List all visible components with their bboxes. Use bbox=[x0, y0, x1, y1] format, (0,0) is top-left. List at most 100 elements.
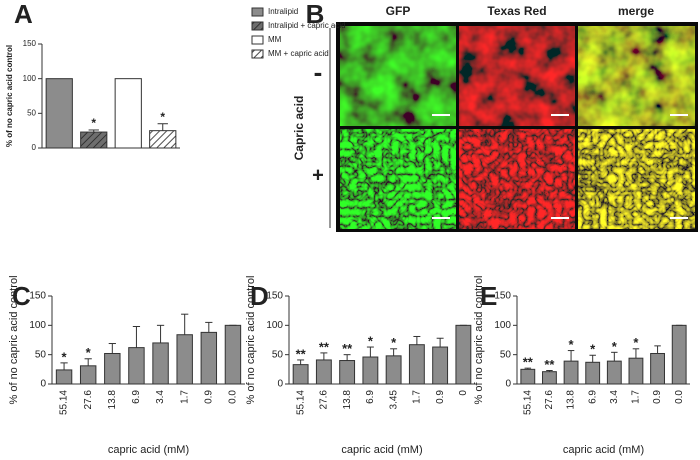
x-tick-label: 1.7 bbox=[412, 390, 423, 404]
y-axis-label: % of no capric acid control bbox=[5, 45, 14, 147]
significance: * bbox=[633, 335, 639, 350]
x-tick-label: 0.9 bbox=[652, 390, 663, 404]
micrograph bbox=[340, 129, 456, 229]
bar bbox=[408, 344, 425, 385]
x-tick-label: 0.0 bbox=[674, 390, 685, 404]
bar bbox=[224, 324, 242, 385]
y-tick-label: 50 bbox=[35, 349, 47, 360]
x-tick-label: 0 bbox=[458, 390, 469, 396]
micrograph bbox=[459, 129, 575, 229]
legend-swatch bbox=[251, 49, 264, 59]
significance: * bbox=[91, 116, 96, 130]
significance: * bbox=[86, 345, 92, 360]
bar bbox=[114, 78, 142, 149]
y-axis-label: % of no capric acid control bbox=[473, 275, 485, 404]
y-tick-label: 50 bbox=[27, 108, 36, 117]
significance: ** bbox=[319, 339, 330, 354]
y-tick-label: 100 bbox=[266, 320, 283, 331]
x-tick-label: 6.9 bbox=[131, 390, 142, 404]
bar bbox=[128, 347, 145, 385]
row-label: + bbox=[312, 164, 324, 186]
legend-swatch bbox=[251, 35, 264, 45]
y-tick-label: 50 bbox=[272, 349, 284, 360]
bar bbox=[152, 342, 169, 385]
significance: * bbox=[62, 349, 68, 364]
y-tick-label: 100 bbox=[23, 74, 37, 83]
panel-letter: E bbox=[480, 281, 497, 311]
scale-bars bbox=[432, 114, 688, 219]
y-tick-label: 100 bbox=[29, 320, 46, 331]
bar bbox=[628, 357, 644, 385]
bar bbox=[315, 359, 332, 385]
legend-label: Intralipid bbox=[268, 7, 298, 16]
panel-letter: D bbox=[250, 281, 269, 311]
bar bbox=[292, 364, 309, 385]
column-header: Texas Red bbox=[487, 4, 546, 18]
micrograph bbox=[578, 26, 695, 126]
legend-swatch bbox=[251, 21, 264, 31]
x-tick-label: 27.6 bbox=[319, 390, 330, 410]
bar bbox=[55, 369, 73, 385]
bar bbox=[650, 352, 665, 385]
x-tick-label: 55.14 bbox=[295, 390, 306, 415]
bar bbox=[45, 78, 73, 149]
micrograph bbox=[340, 26, 456, 126]
y-tick-label: 0 bbox=[32, 143, 37, 152]
y-tick-label: 150 bbox=[29, 291, 46, 302]
x-axis-label: capric acid (mM) bbox=[563, 444, 644, 456]
y-tick-label: 150 bbox=[494, 291, 511, 302]
bar bbox=[176, 334, 193, 385]
significance: ** bbox=[296, 346, 307, 361]
x-tick-label: 13.8 bbox=[342, 390, 353, 410]
significance: * bbox=[569, 337, 575, 352]
legend-label: MM + capric acid bbox=[268, 49, 329, 58]
column-header: merge bbox=[618, 4, 654, 18]
y-axis-label: % of no capric acid control bbox=[245, 275, 257, 404]
legend-swatch bbox=[251, 7, 264, 17]
x-tick-label: 1.7 bbox=[179, 390, 190, 404]
x-tick-label: 0.9 bbox=[435, 390, 446, 404]
significance: * bbox=[391, 335, 397, 350]
x-tick-label: 27.6 bbox=[544, 390, 555, 410]
legend-label: Intralipid + capric acid bbox=[268, 21, 346, 30]
bar bbox=[385, 355, 402, 385]
y-tick-label: 0 bbox=[505, 379, 511, 390]
x-tick-label: 3.4 bbox=[155, 390, 166, 404]
bar bbox=[362, 356, 379, 385]
panel-letter: C bbox=[12, 281, 31, 311]
bar bbox=[520, 368, 536, 385]
row-label: - bbox=[314, 57, 323, 87]
significance: ** bbox=[342, 341, 353, 356]
x-tick-label: 6.9 bbox=[587, 390, 598, 404]
x-axis-label: capric acid (mM) bbox=[341, 444, 422, 456]
bar bbox=[104, 352, 121, 385]
x-tick-label: 3.4 bbox=[609, 390, 620, 404]
bar bbox=[542, 371, 557, 385]
x-tick-label: 0.9 bbox=[203, 390, 214, 404]
y-tick-label: 0 bbox=[40, 379, 46, 390]
bar bbox=[455, 324, 472, 385]
micrograph bbox=[578, 129, 695, 229]
panel-letter: A bbox=[14, 0, 33, 29]
x-tick-label: 13.8 bbox=[566, 390, 577, 410]
significance: * bbox=[590, 342, 596, 357]
panel-letter: B bbox=[306, 0, 325, 29]
bar bbox=[339, 360, 356, 385]
x-axis-label: capric acid (mM) bbox=[108, 444, 189, 456]
row-title: Capric acid bbox=[292, 96, 306, 161]
x-tick-label: 1.7 bbox=[631, 390, 642, 404]
column-header: GFP bbox=[386, 4, 411, 18]
bar bbox=[200, 331, 218, 385]
panel-b: B GFP Texas Red merge Capric acid - + bbox=[292, 0, 698, 232]
y-tick-label: 100 bbox=[494, 320, 511, 331]
x-tick-label: 13.8 bbox=[107, 390, 118, 410]
y-tick-label: 150 bbox=[266, 291, 283, 302]
x-tick-label: 6.9 bbox=[365, 390, 376, 404]
x-tick-label: 0.0 bbox=[228, 390, 239, 404]
legend-label: MM bbox=[268, 35, 282, 44]
micrograph bbox=[459, 26, 575, 126]
x-tick-label: 3.45 bbox=[388, 390, 399, 410]
significance: * bbox=[612, 339, 618, 354]
significance: * bbox=[368, 333, 374, 348]
significance: ** bbox=[544, 357, 555, 372]
